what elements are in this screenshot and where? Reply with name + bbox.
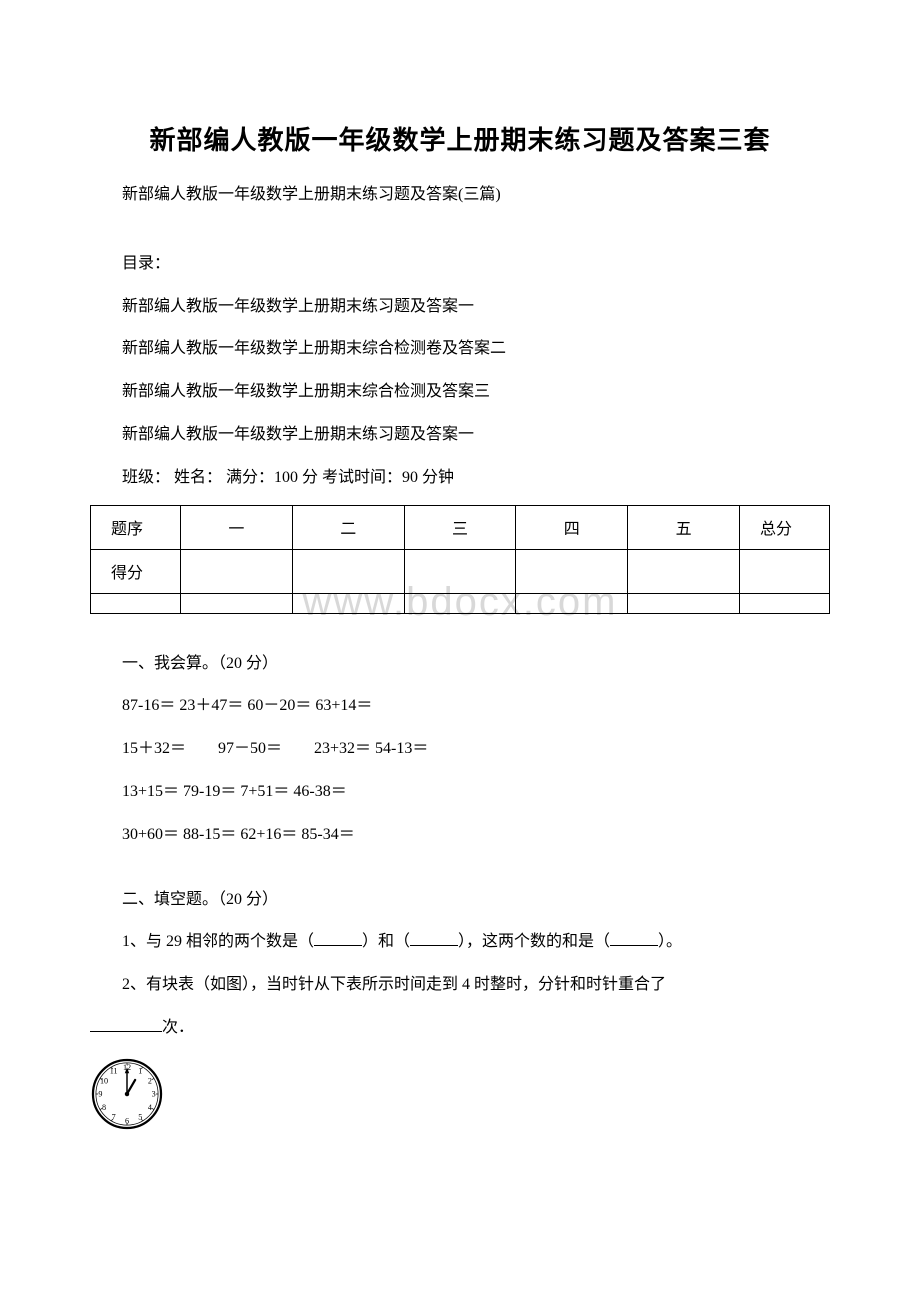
toc-item: 新部编人教版一年级数学上册期末综合检测卷及答案二 [90,335,830,364]
section-heading: 二、填空题。（20 分） [90,886,830,915]
equation-line: 87-16＝ 23＋47＝ 60－20＝ 63+14＝ [90,692,830,721]
table-cell [292,593,404,613]
svg-text:11: 11 [110,1066,118,1075]
table-cell: 一 [181,505,293,549]
toc-heading: 目录： [90,250,830,279]
table-cell [516,593,628,613]
table-cell-label: 题序 [91,505,181,549]
question-text: 次． [162,1019,194,1036]
question-text: ）。 [658,933,682,950]
table-cell [404,549,516,593]
table-cell: 四 [516,505,628,549]
clock-figure: 12 1 2 3 4 5 6 7 8 9 10 11 [90,1057,830,1136]
table-cell [292,549,404,593]
exam-info: 班级： 姓名： 满分：100 分 考试时间：90 分钟 [90,464,830,493]
question-text: 1、与 29 相邻的两个数是（ [122,933,314,950]
table-cell [628,593,740,613]
table-cell: 三 [404,505,516,549]
svg-text:10: 10 [100,1076,108,1085]
svg-text:4: 4 [148,1103,152,1112]
clock-icon: 12 1 2 3 4 5 6 7 8 9 10 11 [90,1057,164,1131]
fill-blank [610,930,658,946]
score-table: 题序 一 二 三 四 五 总分 得分 [90,505,830,614]
fill-blank [314,930,362,946]
table-cell-label: 总分 [740,505,830,549]
section-heading: 一、我会算。（20 分） [90,650,830,679]
equation-line: 15＋32＝ 97－50＝ 23+32＝ 54-13＝ [90,735,830,764]
page-title: 新部编人教版一年级数学上册期末练习题及答案三套 [90,120,830,157]
table-row: 题序 一 二 三 四 五 总分 [91,505,830,549]
toc-item: 新部编人教版一年级数学上册期末练习题及答案一 [90,293,830,322]
table-cell [516,549,628,593]
toc-item: 新部编人教版一年级数学上册期末练习题及答案一 [90,421,830,450]
table-row [91,593,830,613]
table-cell [404,593,516,613]
question-text: ），这两个数的和是（ [458,933,610,950]
equation-line: 13+15＝ 79-19＝ 7+51＝ 46-38＝ [90,778,830,807]
table-cell [181,549,293,593]
table-row: 得分 [91,549,830,593]
table-cell: 二 [292,505,404,549]
toc-item: 新部编人教版一年级数学上册期末综合检测及答案三 [90,378,830,407]
svg-text:2: 2 [148,1076,152,1085]
fill-blank [410,930,458,946]
subtitle: 新部编人教版一年级数学上册期末练习题及答案(三篇) [90,181,830,210]
table-cell-label: 得分 [91,549,181,593]
equation-line: 30+60＝ 88-15＝ 62+16＝ 85-34＝ [90,821,830,850]
svg-text:3: 3 [152,1089,156,1098]
fill-blank [90,1016,162,1032]
question-1: 1、与 29 相邻的两个数是（ ）和（ ），这两个数的和是（ ）。 [90,928,830,957]
question-2: 2、有块表（如图），当时针从下表所示时间走到 4 时整时，分针和时针重合了 [90,971,830,1000]
table-cell [740,593,830,613]
table-cell [91,593,181,613]
table-cell: 五 [628,505,740,549]
table-cell [740,549,830,593]
question-text: ）和（ [362,933,410,950]
table-cell [181,593,293,613]
svg-text:8: 8 [102,1103,106,1112]
question-2-cont: 次． [90,1014,830,1043]
svg-text:9: 9 [98,1089,102,1098]
table-cell [628,549,740,593]
